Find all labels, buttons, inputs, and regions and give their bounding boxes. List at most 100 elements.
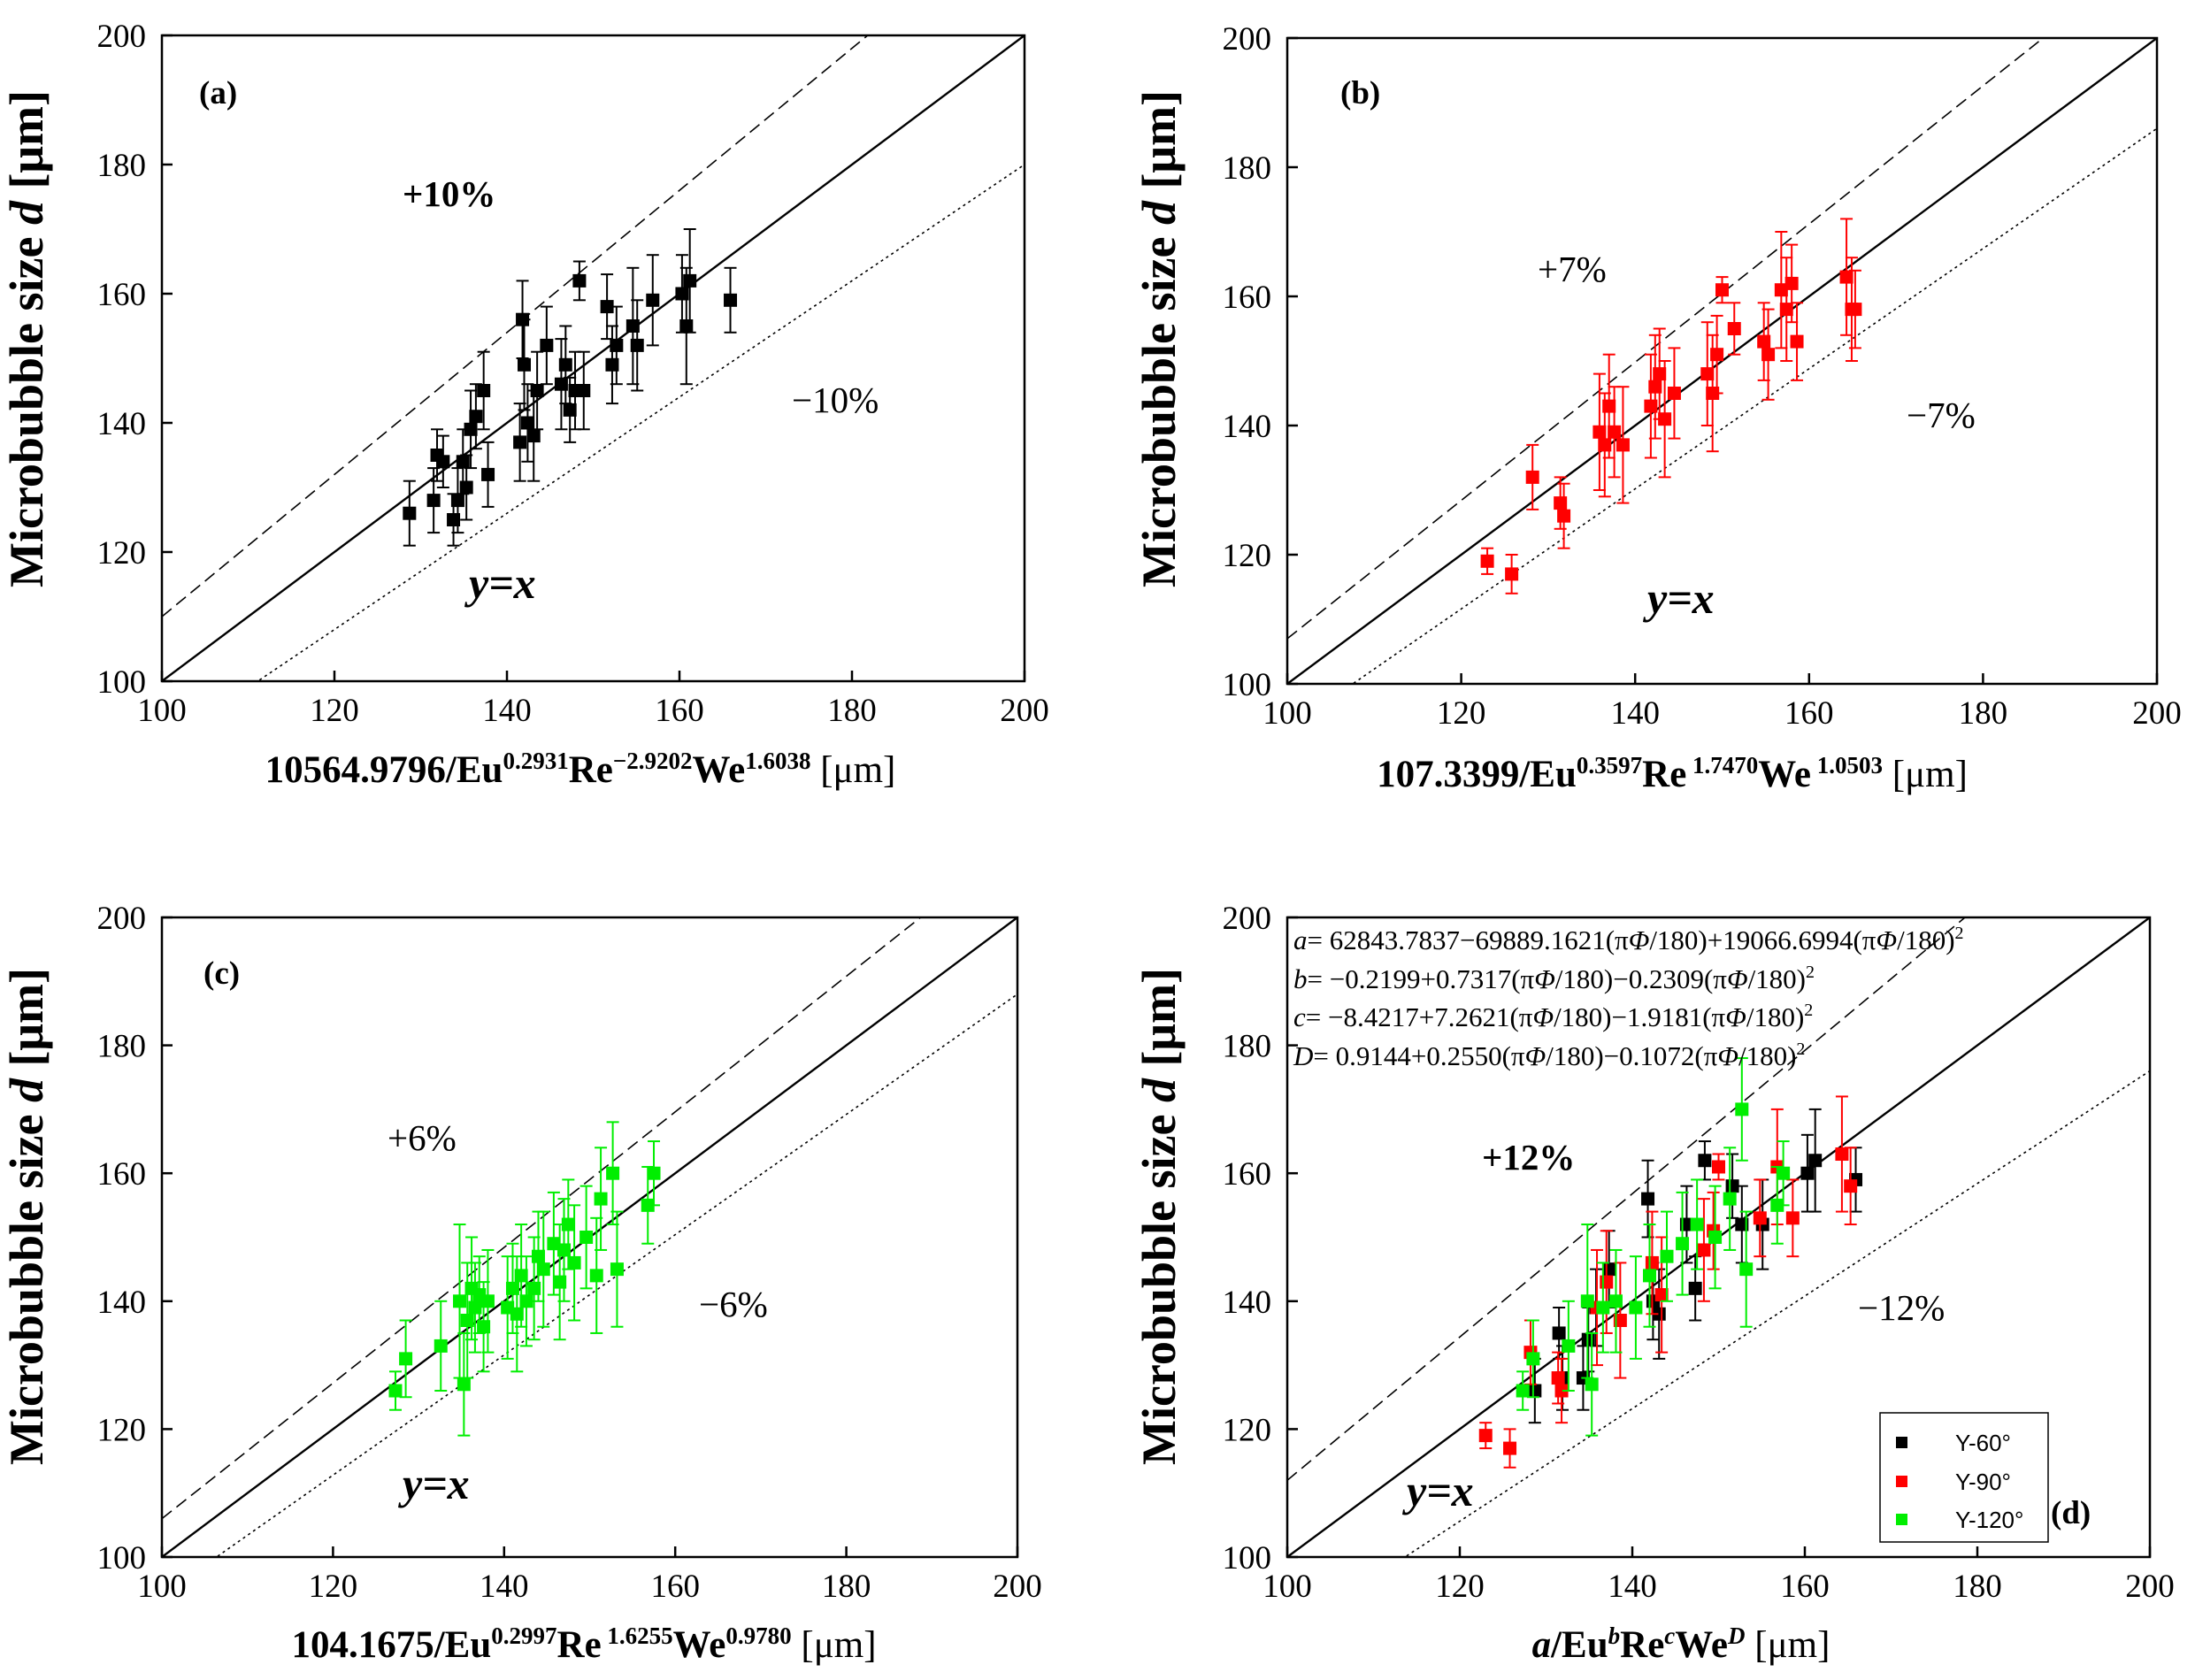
series-d-0 bbox=[1528, 1109, 1862, 1423]
data-point-b-0-28 bbox=[1848, 303, 1861, 316]
x-tick-label-b-5: 200 bbox=[2132, 695, 2182, 732]
legend-d: Y-60° Y-90° Y-120° bbox=[1880, 1413, 2048, 1542]
x-tick-label-a-3: 160 bbox=[655, 693, 704, 729]
data-point-c-0-18 bbox=[537, 1262, 550, 1276]
x-tick-label-b-4: 180 bbox=[1959, 695, 2008, 732]
diagonal-line-a bbox=[162, 35, 1025, 681]
data-point-a-0-34 bbox=[724, 294, 737, 307]
x-tick-label-b-3: 160 bbox=[1784, 695, 1834, 732]
y-tick-label-a-0: 100 bbox=[97, 664, 147, 701]
legend-marker-y120 bbox=[1896, 1514, 1907, 1525]
upper-band-label-b: +7% bbox=[1538, 249, 1607, 289]
y-tick-label-c-1: 120 bbox=[97, 1412, 147, 1448]
y-tick-label-c-5: 200 bbox=[97, 901, 147, 937]
lower-band-line-c bbox=[162, 994, 1017, 1596]
data-point-d-0-12 bbox=[1698, 1154, 1711, 1167]
upper-band-line-a bbox=[162, 0, 1025, 617]
upper-band-line-c bbox=[162, 840, 1017, 1518]
data-point-a-0-29 bbox=[631, 339, 644, 352]
x-tick-label-a-5: 200 bbox=[1000, 693, 1049, 729]
data-point-d-1-16 bbox=[1835, 1147, 1848, 1161]
data-point-d-2-7 bbox=[1629, 1301, 1642, 1315]
y-axis-label-c: Microbubble size d [μm] bbox=[0, 968, 53, 1465]
upper-band-label-a: +10% bbox=[403, 173, 495, 214]
legend-marker-y60 bbox=[1896, 1437, 1907, 1448]
data-point-c-0-27 bbox=[606, 1167, 619, 1180]
lower-band-line-a bbox=[162, 165, 1025, 746]
x-tick-label-d-1: 120 bbox=[1435, 1569, 1485, 1605]
data-point-b-0-9 bbox=[1616, 438, 1630, 451]
data-point-d-2-13 bbox=[1723, 1193, 1737, 1206]
diagonal-label-c: y=x bbox=[398, 1459, 470, 1508]
data-point-c-0-15 bbox=[519, 1294, 533, 1308]
equation-d: D= 0.9144+0.2550(πΦ/180)−0.1072(πΦ/180)2 bbox=[1293, 1039, 1805, 1071]
y-tick-label-d-4: 180 bbox=[1223, 1029, 1272, 1065]
y-tick-label-b-4: 180 bbox=[1223, 150, 1272, 187]
data-point-d-2-14 bbox=[1735, 1102, 1748, 1116]
data-point-d-0-1 bbox=[1553, 1326, 1566, 1339]
data-point-d-1-12 bbox=[1712, 1160, 1725, 1173]
y-tick-label-d-5: 200 bbox=[1223, 901, 1272, 937]
data-point-b-0-13 bbox=[1658, 412, 1671, 426]
data-point-c-0-26 bbox=[595, 1193, 608, 1206]
x-tick-label-c-3: 160 bbox=[650, 1569, 700, 1605]
equation-b: b= −0.2199+0.7317(πΦ/180)−0.2309(πΦ/180)… bbox=[1293, 963, 1815, 994]
y-tick-label-d-0: 100 bbox=[1223, 1540, 1272, 1576]
data-point-a-0-15 bbox=[521, 417, 534, 430]
legend-label-y90: Y-90° bbox=[1955, 1469, 2011, 1495]
data-point-d-2-1 bbox=[1526, 1352, 1539, 1365]
data-point-d-0-11 bbox=[1689, 1282, 1702, 1295]
data-point-b-0-21 bbox=[1761, 348, 1775, 361]
x-tick-label-b-2: 140 bbox=[1610, 695, 1660, 732]
x-tick-label-a-4: 180 bbox=[827, 693, 877, 729]
data-point-c-0-2 bbox=[434, 1339, 448, 1353]
series-c-0 bbox=[388, 1122, 660, 1435]
x-tick-label-c-2: 140 bbox=[480, 1569, 529, 1605]
data-point-d-1-3 bbox=[1552, 1371, 1565, 1385]
panel-label-d: (d) bbox=[2051, 1495, 2091, 1531]
x-axis-label-b: 107.3399/Eu0.3597Re 1.7470We 1.0503 [μm] bbox=[1377, 752, 1968, 795]
legend-marker-y90 bbox=[1896, 1476, 1907, 1487]
data-point-c-0-28 bbox=[610, 1262, 624, 1276]
equation-a: a= 62843.7837−69889.1621(πΦ/180)+19066.6… bbox=[1293, 924, 1964, 955]
diagonal-label-a: y=x bbox=[464, 558, 536, 608]
data-point-d-2-15 bbox=[1739, 1262, 1753, 1276]
y-tick-label-d-3: 160 bbox=[1223, 1156, 1272, 1193]
x-tick-label-d-4: 180 bbox=[1953, 1569, 2002, 1605]
data-point-a-0-14 bbox=[518, 358, 531, 372]
diagonal-label-b: y=x bbox=[1643, 573, 1715, 623]
y-tick-label-a-3: 160 bbox=[97, 277, 147, 313]
data-point-d-1-10 bbox=[1697, 1243, 1710, 1256]
lower-band-label-c: −6% bbox=[699, 1284, 768, 1324]
y-axis-label-d: Microbubble size d [μm] bbox=[1132, 968, 1186, 1465]
data-point-a-0-0 bbox=[403, 507, 416, 520]
y-tick-label-c-3: 160 bbox=[97, 1156, 147, 1193]
y-tick-label-b-5: 200 bbox=[1223, 21, 1272, 58]
diagonal-label-d: y=x bbox=[1402, 1466, 1474, 1515]
data-point-d-1-8 bbox=[1646, 1256, 1659, 1270]
upper-band-label-d: +12% bbox=[1482, 1137, 1575, 1178]
x-tick-label-c-4: 180 bbox=[822, 1569, 871, 1605]
upper-band-line-b bbox=[1287, 0, 2157, 639]
data-point-d-2-5 bbox=[1596, 1301, 1609, 1315]
data-point-d-2-9 bbox=[1661, 1250, 1674, 1263]
series-a-0 bbox=[403, 229, 737, 546]
data-point-d-1-15 bbox=[1786, 1211, 1800, 1224]
data-point-b-0-17 bbox=[1710, 348, 1723, 361]
y-tick-label-b-2: 140 bbox=[1223, 409, 1272, 445]
data-point-c-0-25 bbox=[590, 1269, 603, 1282]
data-point-c-0-22 bbox=[562, 1218, 575, 1231]
data-point-a-0-32 bbox=[679, 319, 693, 333]
x-tick-label-d-5: 200 bbox=[2125, 1569, 2175, 1605]
y-tick-label-d-2: 140 bbox=[1223, 1285, 1272, 1321]
data-point-a-0-11 bbox=[481, 468, 495, 481]
data-point-d-1-17 bbox=[1844, 1179, 1857, 1193]
panel-d: 100100120120140140160160180180200200 Mic… bbox=[1132, 763, 2175, 1666]
data-point-a-0-10 bbox=[477, 384, 490, 397]
data-point-d-2-8 bbox=[1643, 1269, 1656, 1282]
data-point-a-0-3 bbox=[436, 455, 449, 468]
lower-band-label-a: −10% bbox=[792, 380, 879, 420]
y-tick-label-b-1: 120 bbox=[1223, 538, 1272, 574]
